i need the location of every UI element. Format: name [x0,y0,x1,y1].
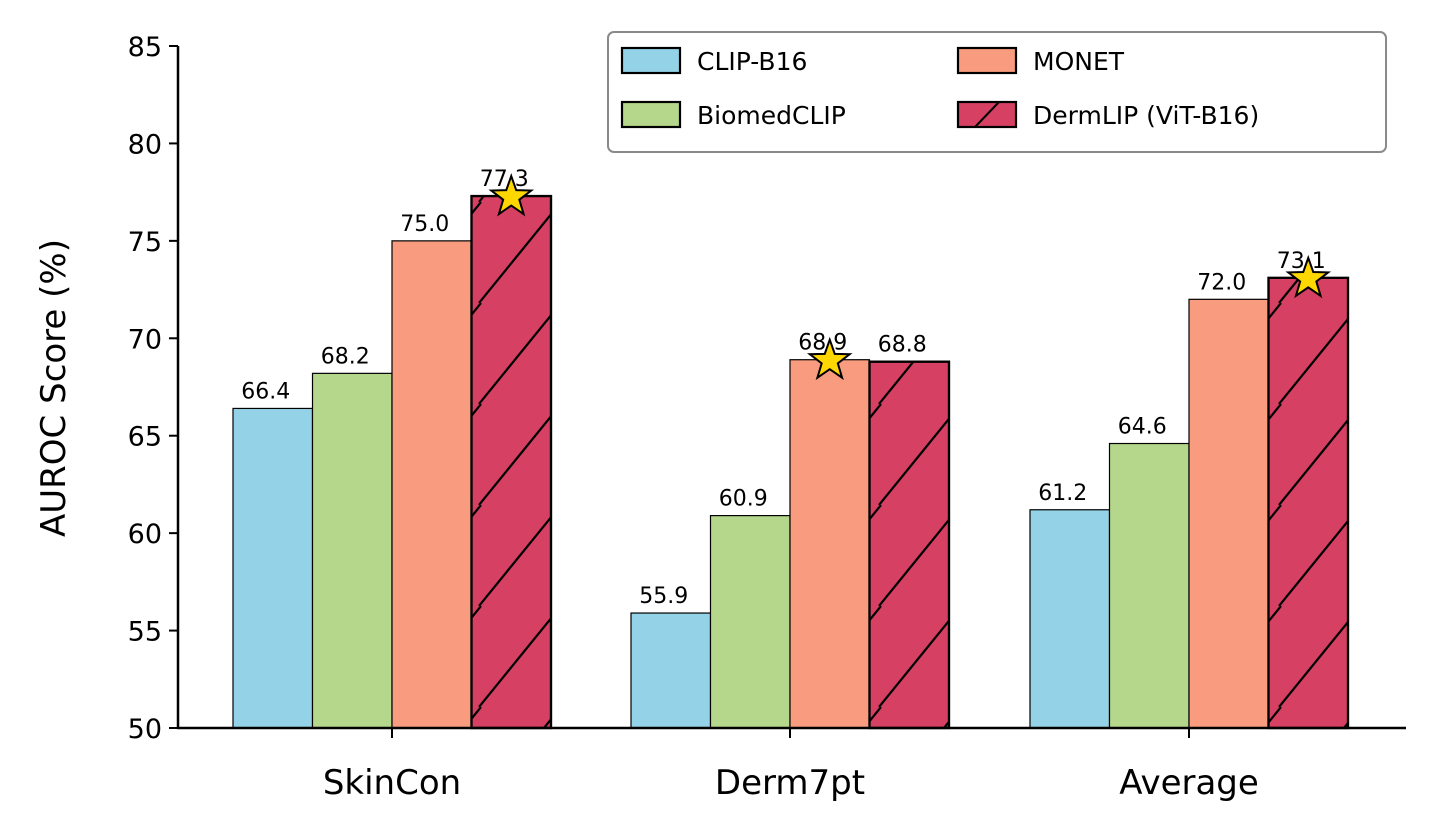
y-tick-label-60: 60 [128,519,162,550]
value-label-average-biomedclip: 64.6 [1118,415,1167,440]
value-label-derm7pt-monet: 68.9 [798,331,847,356]
x-tick-label-derm7pt: Derm7pt [715,763,865,803]
bar-derm7pt-biomedclip [709,515,791,729]
bar-average-clip-b16 [1029,509,1111,729]
value-label-average-monet: 72.0 [1197,270,1246,295]
legend-frame [607,31,1387,153]
best-star-average [1285,254,1332,299]
value-label-derm7pt-clip-b16: 55.9 [639,584,688,609]
legend-label-monet: MONET [1033,47,1125,76]
bar-skincon-biomedclip [311,372,393,729]
best-markers-layer [488,173,1332,381]
value-label-average-dermlip-vit-b16: 73.1 [1277,249,1326,274]
legend-label-biomedclip: BiomedCLIP [697,101,846,130]
bar-skincon-clip-b16 [232,407,314,729]
y-axis-label: AUROC Score (%) [34,239,74,537]
axes-layer: 50 55 60 65 70 75 80 85 SkinCon Derm7pt Average [128,32,1406,803]
value-label-derm7pt-biomedclip: 60.9 [719,487,768,512]
y-tick-label-75: 75 [128,227,162,258]
value-label-skincon-dermlip-vit-b16: 77.3 [480,167,529,192]
value-label-derm7pt-dermlip-vit-b16: 68.8 [878,333,927,358]
bar-skincon-monet [391,240,473,729]
y-tick-label-55: 55 [128,617,162,648]
y-tick-label-50: 50 [128,714,162,745]
y-tick-label-80: 80 [128,129,162,160]
value-label-skincon-biomedclip: 68.2 [321,344,370,369]
bar-derm7pt-clip-b16 [630,612,712,729]
y-tick-label-65: 65 [128,422,162,453]
legend: CLIP-B16 BiomedCLIP MONET DermLIP (ViT-B16) [607,31,1387,153]
value-labels-layer: 66.4 68.2 75.0 77.3 55.9 60.9 68.9 68.8 61.2 64.6… [241,167,1325,609]
legend-swatch-dermlip-vit-b16-hatch [974,101,1000,128]
value-label-skincon-clip-b16: 66.4 [241,379,290,404]
value-label-average-clip-b16: 61.2 [1038,481,1087,506]
legend-swatch-biomedclip [620,100,682,129]
best-star-skincon [488,173,535,217]
legend-label-dermlip-vit-b16: DermLIP (ViT-B16) [1033,101,1259,130]
bar-average-monet [1188,298,1270,729]
legend-label-clip-b16: CLIP-B16 [697,47,807,76]
bar-average-dermlip-vit-b16-hatch [1267,276,1350,730]
bar-derm7pt-dermlip-vit-b16-hatch [868,360,951,730]
bars-layer [232,194,1350,730]
y-tick-label-70: 70 [128,324,162,355]
legend-swatch-clip-b16 [620,46,682,75]
bar-skincon-dermlip-vit-b16-hatch [470,194,553,730]
legend-swatch-monet [956,46,1018,75]
value-label-skincon-monet: 75.0 [400,212,449,237]
x-tick-label-skincon: SkinCon [323,763,461,803]
x-tick-label-average: Average [1119,763,1259,803]
y-tick-label-85: 85 [128,32,162,63]
bar-derm7pt-monet [789,359,871,729]
bar-average-biomedclip [1108,442,1190,729]
best-star-derm7pt [806,336,853,381]
